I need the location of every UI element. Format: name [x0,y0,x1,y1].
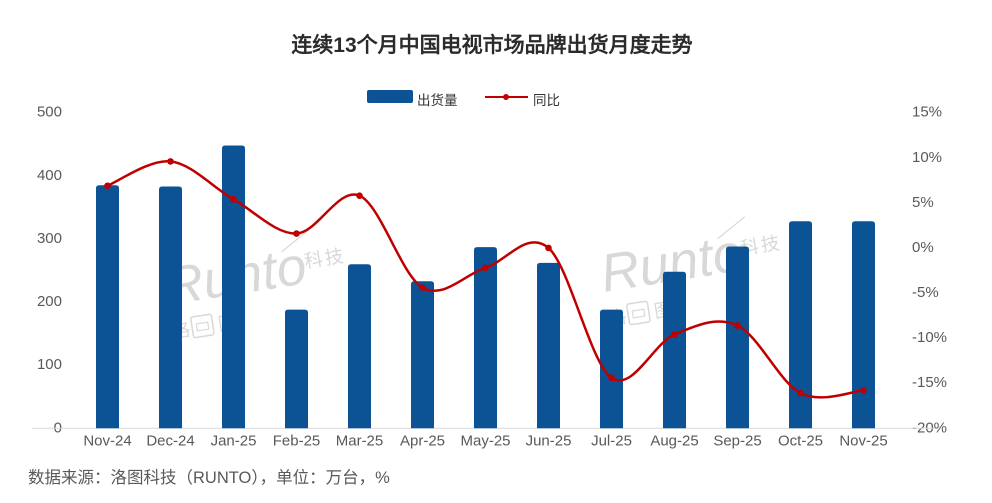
svg-text:-15%: -15% [912,374,947,391]
svg-text:Aug-25: Aug-25 [650,432,698,449]
svg-text:Feb-25: Feb-25 [273,432,321,449]
svg-text:10%: 10% [912,149,942,166]
svg-text:May-25: May-25 [460,432,510,449]
svg-text:Apr-25: Apr-25 [400,432,445,449]
svg-text:200: 200 [37,293,62,310]
svg-text:-10%: -10% [912,329,947,346]
svg-text:Mar-25: Mar-25 [336,432,384,449]
svg-text:300: 300 [37,230,62,247]
svg-text:Jul-25: Jul-25 [591,432,632,449]
svg-text:Jun-25: Jun-25 [526,432,572,449]
svg-text:Jan-25: Jan-25 [211,432,257,449]
svg-text:100: 100 [37,356,62,373]
svg-text:Oct-25: Oct-25 [778,432,823,449]
svg-text:-5%: -5% [912,284,939,301]
svg-text:400: 400 [37,167,62,184]
svg-text:Dec-24: Dec-24 [146,432,194,449]
svg-text:Nov-24: Nov-24 [83,432,131,449]
svg-text:科技: 科技 [303,245,348,272]
svg-text:15%: 15% [912,104,942,121]
svg-text:5%: 5% [912,194,934,211]
svg-text:0%: 0% [912,239,934,256]
svg-text:Nov-25: Nov-25 [839,432,887,449]
svg-text:Sep-25: Sep-25 [713,432,761,449]
svg-text:500: 500 [37,104,62,121]
